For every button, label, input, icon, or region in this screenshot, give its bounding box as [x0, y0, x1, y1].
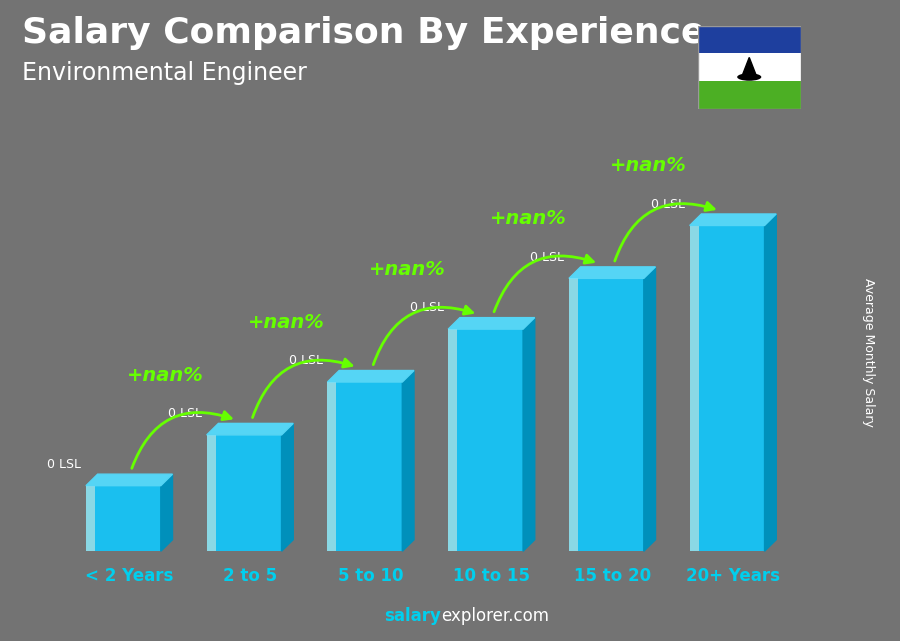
Polygon shape	[689, 214, 777, 226]
Text: +nan%: +nan%	[490, 209, 566, 228]
Text: 15 to 20: 15 to 20	[573, 567, 651, 585]
Bar	[448, 329, 457, 551]
Polygon shape	[402, 370, 414, 551]
Text: 5 to 10: 5 to 10	[338, 567, 403, 585]
Polygon shape	[161, 474, 173, 551]
Polygon shape	[328, 370, 414, 382]
Polygon shape	[448, 317, 535, 329]
Bar	[569, 278, 578, 551]
Text: explorer.com: explorer.com	[441, 607, 549, 625]
Text: 2 to 5: 2 to 5	[223, 567, 277, 585]
Bar	[94, 486, 161, 551]
Text: 0 LSL: 0 LSL	[410, 301, 444, 314]
Text: +nan%: +nan%	[610, 156, 687, 176]
Text: +nan%: +nan%	[248, 313, 325, 332]
Text: +nan%: +nan%	[128, 366, 204, 385]
Bar	[86, 486, 94, 551]
Text: Salary Comparison By Experience: Salary Comparison By Experience	[22, 16, 706, 50]
Polygon shape	[765, 214, 777, 551]
Text: 10 to 15: 10 to 15	[453, 567, 530, 585]
Bar	[448, 329, 457, 551]
Text: 0 LSL: 0 LSL	[652, 198, 685, 211]
Polygon shape	[569, 267, 655, 278]
Polygon shape	[523, 317, 535, 551]
Text: 0 LSL: 0 LSL	[530, 251, 564, 263]
Text: Environmental Engineer: Environmental Engineer	[22, 61, 308, 85]
Bar	[328, 382, 337, 551]
Bar	[337, 382, 402, 551]
Bar	[578, 278, 644, 551]
Bar	[569, 278, 578, 551]
Bar	[207, 435, 216, 551]
Text: salary: salary	[384, 607, 441, 625]
Bar	[328, 382, 337, 551]
Bar	[698, 81, 801, 109]
Text: +nan%: +nan%	[369, 260, 446, 279]
Bar	[207, 435, 216, 551]
Bar	[698, 226, 765, 551]
Polygon shape	[742, 58, 757, 77]
Bar	[457, 329, 523, 551]
Bar	[698, 53, 801, 81]
Ellipse shape	[737, 73, 761, 81]
Text: < 2 Years: < 2 Years	[85, 567, 174, 585]
Polygon shape	[207, 423, 293, 435]
Bar	[86, 486, 94, 551]
Bar	[689, 226, 698, 551]
Text: 0 LSL: 0 LSL	[289, 354, 323, 367]
Polygon shape	[86, 474, 173, 486]
Bar	[689, 226, 698, 551]
Polygon shape	[644, 267, 655, 551]
Bar	[216, 435, 282, 551]
Text: 0 LSL: 0 LSL	[48, 458, 81, 471]
Text: 0 LSL: 0 LSL	[168, 407, 202, 420]
Text: 20+ Years: 20+ Years	[686, 567, 780, 585]
Text: Average Monthly Salary: Average Monthly Salary	[862, 278, 875, 427]
Bar	[698, 26, 801, 53]
Polygon shape	[282, 423, 293, 551]
